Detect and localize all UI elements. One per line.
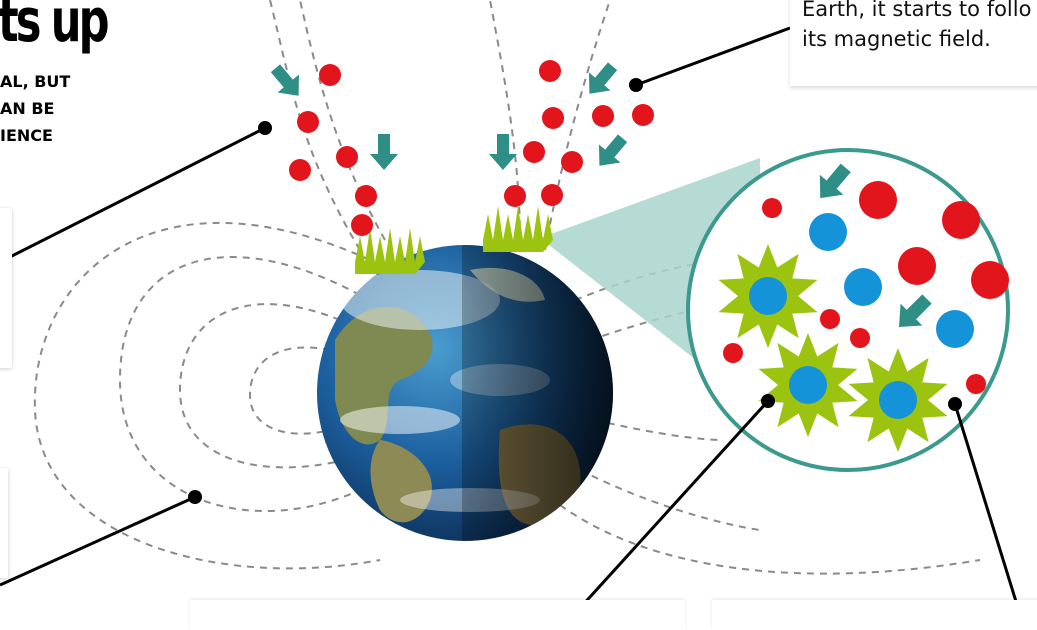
direction-arrow	[588, 62, 618, 94]
particle	[523, 141, 545, 163]
aurora-glow	[355, 228, 425, 274]
field-line	[544, 0, 611, 251]
direction-arrow	[898, 294, 932, 328]
leader-dots	[188, 78, 962, 504]
callout-text: Earth, it starts to follo its magnetic f…	[802, 0, 1031, 54]
arrow-shape	[270, 64, 300, 96]
particle	[297, 111, 319, 133]
zoom-particle	[859, 181, 897, 219]
field-line	[489, 0, 521, 241]
direction-arrow	[370, 134, 398, 170]
direction-arrow	[270, 64, 300, 96]
particle	[632, 104, 654, 126]
intro-line: AL, BUT	[0, 72, 71, 91]
particle-direction-arrows	[270, 62, 628, 170]
direction-arrow	[598, 134, 628, 166]
arrow-shape	[898, 294, 932, 328]
particle	[592, 105, 614, 127]
particle	[561, 151, 583, 173]
leader-lines	[0, 26, 1020, 608]
atom	[844, 268, 882, 306]
zoom-detail	[686, 148, 1010, 472]
bottom-panel-right	[712, 600, 1037, 630]
zoom-particle	[942, 201, 980, 239]
left-panel-top	[0, 208, 12, 368]
aurora-diagram	[0, 0, 1020, 608]
callout-line: Earth, it starts to follo	[802, 0, 1032, 21]
particle	[336, 146, 358, 168]
aurora-glow	[483, 206, 553, 252]
excited-atom	[789, 366, 827, 404]
atom	[936, 310, 974, 348]
page-title: ts up	[0, 0, 110, 56]
zoom-particle	[723, 343, 743, 363]
field-line	[559, 504, 981, 575]
direction-arrow	[489, 134, 517, 170]
field-line	[248, 346, 331, 435]
excited-atom	[749, 277, 787, 315]
arrow-shape	[598, 134, 628, 166]
zoom-particle	[820, 309, 840, 329]
aurora-glows	[355, 206, 553, 274]
field-line	[579, 469, 761, 531]
earth	[317, 245, 613, 541]
excited-atom	[879, 381, 917, 419]
field-line	[594, 419, 721, 441]
particle	[355, 185, 377, 207]
intro-line: AN BE	[0, 99, 55, 118]
particle	[504, 185, 526, 207]
callout-box	[790, 0, 1037, 86]
arrow-shape	[819, 163, 851, 199]
solar-wind-particles	[289, 60, 654, 236]
particle	[289, 159, 311, 181]
left-panel-bottom	[0, 468, 8, 578]
atom	[809, 213, 847, 251]
particle	[541, 184, 563, 206]
particle	[319, 64, 341, 86]
field-line	[299, 0, 386, 241]
zoom-particle	[971, 261, 1009, 299]
bottom-panel-left	[190, 600, 685, 630]
field-line	[178, 303, 346, 469]
zoom-particle	[850, 328, 870, 348]
particle	[539, 60, 561, 82]
zoom-particle	[898, 247, 936, 285]
intro-text: AL, BUT AN BE IENCE	[0, 68, 90, 149]
intro-line: IENCE	[0, 126, 53, 145]
direction-arrow	[819, 163, 851, 199]
arrow-shape	[489, 134, 517, 170]
particle	[351, 214, 373, 236]
zoom-particle	[762, 198, 782, 218]
callout-line: its magnetic field.	[802, 27, 991, 51]
arrow-shape	[370, 134, 398, 170]
zoom-particle	[966, 374, 986, 394]
particle	[542, 107, 564, 129]
arrow-shape	[588, 62, 618, 94]
